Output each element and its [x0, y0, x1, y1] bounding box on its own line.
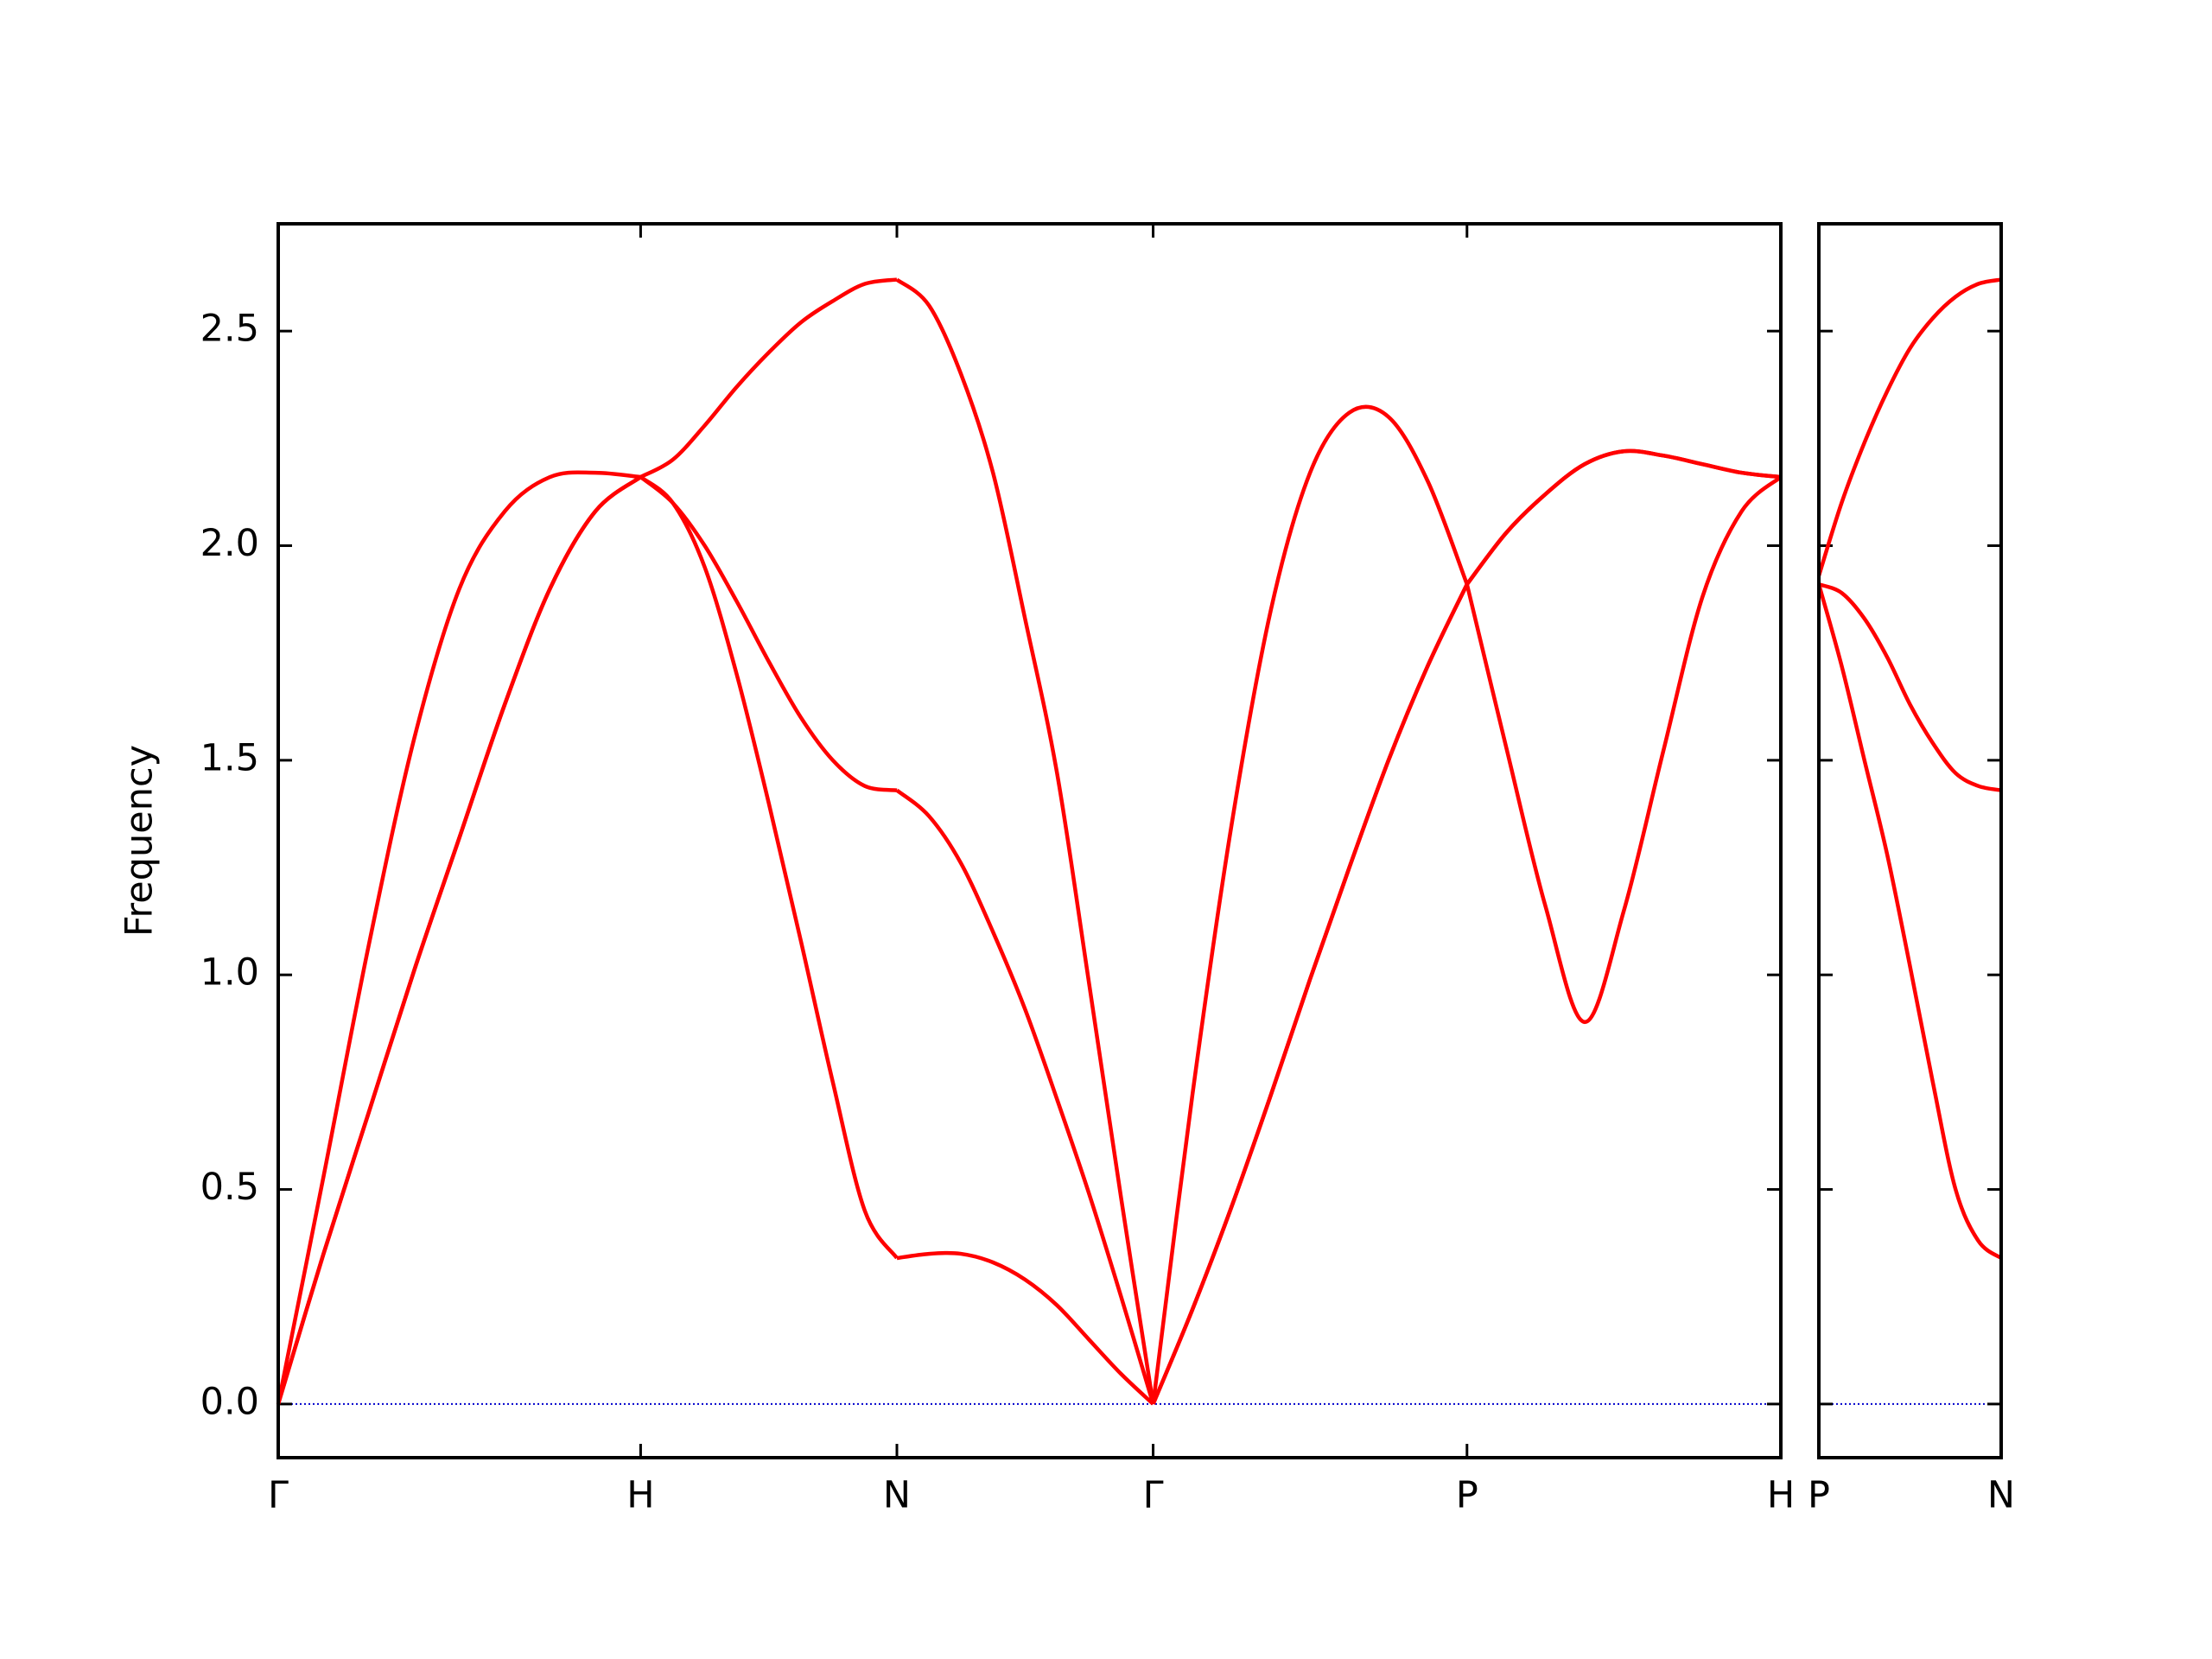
band-line: [1816, 583, 2003, 1260]
x-tick-label: Γ: [1143, 1474, 1164, 1517]
x-tick-label: N: [883, 1474, 911, 1517]
plot-frame: [1817, 222, 2003, 1459]
y-tick-label: 1.0: [200, 951, 259, 995]
band-line: [639, 475, 899, 1260]
band-line: [639, 475, 898, 792]
band-line: [895, 788, 1155, 1405]
band-line: [276, 475, 642, 1405]
band-line: [896, 1250, 1155, 1406]
x-tick-label: H: [626, 1474, 654, 1517]
band-line: [1465, 475, 1783, 1025]
band-line: [1465, 448, 1782, 586]
x-tick-label: P: [1456, 1474, 1478, 1517]
y-axis-label: Frequency: [118, 745, 162, 937]
band-line: [276, 475, 642, 1405]
y-tick-label: 2.0: [200, 522, 259, 565]
y-tick-label: 2.5: [200, 308, 259, 351]
band-line: [1151, 583, 1469, 1405]
y-tick-label: 0.0: [200, 1380, 259, 1423]
band-line: [639, 277, 898, 480]
band-line: [276, 470, 641, 1405]
x-tick-label: P: [1808, 1474, 1830, 1517]
plot-frame: [276, 222, 1783, 1459]
x-tick-label: H: [1767, 1474, 1795, 1517]
band-line: [1816, 277, 2002, 576]
band-line: [1818, 582, 2002, 792]
x-tick-label: N: [1987, 1474, 2015, 1517]
band-line: [1151, 404, 1469, 1405]
x-tick-label: Γ: [268, 1474, 289, 1517]
band-line: [895, 277, 1155, 1405]
y-tick-label: 0.5: [200, 1166, 259, 1209]
band-line: [1151, 583, 1469, 1405]
y-tick-label: 1.5: [200, 736, 259, 779]
